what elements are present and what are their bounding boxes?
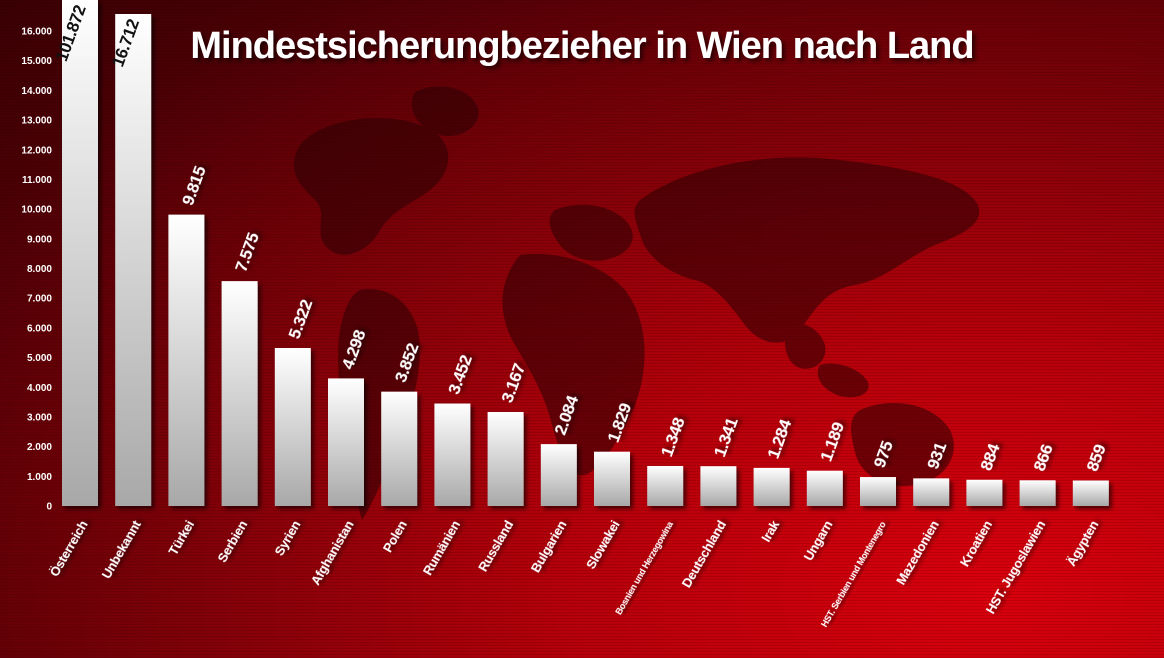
bar: [1072, 480, 1109, 506]
bar: [221, 281, 258, 506]
bar: [647, 465, 684, 506]
value-label: 9.815: [178, 164, 210, 208]
category-label: Ungarn: [801, 518, 836, 564]
category-label: Syrien: [271, 518, 303, 559]
y-tick-label: 9.000: [27, 234, 52, 245]
bar: [700, 466, 737, 506]
y-tick-label: 2.000: [27, 442, 52, 453]
y-tick-label: 1.000: [27, 472, 52, 483]
category-label: Kroatien: [957, 518, 995, 569]
bar: [860, 477, 896, 506]
bar: [594, 451, 630, 506]
bar: [434, 403, 471, 506]
y-tick-label: 10.000: [21, 205, 52, 216]
value-label: 1.284: [764, 416, 796, 461]
value-label: 1.189: [817, 420, 849, 464]
y-tick-label: 15.000: [21, 56, 52, 67]
y-tick-label: 14.000: [21, 86, 52, 97]
category-label: Bosnien und Herzegowina: [613, 519, 675, 617]
y-tick-label: 12.000: [21, 145, 52, 156]
y-tick-label: 6.000: [27, 323, 52, 334]
category-label: HST. Jugoslawien: [983, 518, 1049, 617]
bar: [753, 467, 790, 506]
bar: [1019, 480, 1056, 506]
world-map-background: [293, 86, 980, 520]
value-label: 859: [1083, 442, 1110, 474]
category-label: Ägypten: [1063, 518, 1101, 569]
bar: [168, 214, 205, 506]
bar: [115, 14, 152, 506]
bar: [540, 444, 577, 506]
value-label: 3.167: [498, 361, 530, 405]
category-label: Deutschland: [679, 518, 730, 591]
y-tick-label: 8.000: [27, 264, 52, 275]
value-label: 5.322: [285, 297, 317, 341]
bar: [806, 470, 843, 506]
category-label: Russland: [475, 518, 516, 574]
bars: [62, 0, 1109, 506]
y-tick-label: 16.000: [21, 27, 52, 38]
category-label: Rumänien: [420, 518, 463, 578]
bar: [328, 378, 364, 506]
y-tick-label: 4.000: [27, 383, 52, 394]
y-tick-label: 3.000: [27, 412, 52, 423]
value-label: 1.341: [710, 415, 742, 459]
y-tick-label: 13.000: [21, 116, 52, 127]
y-tick-label: 0: [46, 502, 52, 513]
value-label: 1.348: [657, 415, 689, 459]
category-label: Afghanistan: [308, 518, 357, 588]
bar: [487, 411, 524, 506]
category-label: Unbekannt: [99, 517, 145, 581]
chart-title: Mindestsicherungbezieher in Wien nach La…: [190, 25, 973, 67]
bar: [381, 391, 418, 506]
y-tick-label: 11.000: [22, 175, 52, 186]
value-label: 884: [976, 440, 1003, 473]
category-label: Bulgarien: [528, 518, 570, 575]
y-axis: 0 1.000 2.000 3.000 4.000 5.000 6.000 7.000 8.00…: [21, 27, 52, 513]
category-label: Slowakei: [583, 518, 623, 572]
y-tick-label: 7.000: [27, 294, 52, 305]
bar: [62, 0, 98, 506]
category-labels: Österreich Unbekannt Türkei Serbien Syrien Af…: [47, 517, 1102, 629]
category-label: Serbien: [214, 518, 250, 565]
category-label: Türkei: [165, 518, 197, 558]
bar: [274, 348, 311, 506]
category-label: Irak: [758, 517, 782, 544]
category-label: Österreich: [47, 518, 91, 580]
bar: [913, 478, 950, 506]
value-label: 866: [1030, 442, 1057, 474]
category-label: Mazedonien: [893, 518, 942, 588]
bar: [966, 479, 1003, 506]
value-label: 7.575: [232, 230, 264, 274]
y-tick-label: 5.000: [27, 353, 52, 364]
category-label: Polen: [380, 518, 410, 555]
value-label: 3.452: [444, 353, 476, 397]
